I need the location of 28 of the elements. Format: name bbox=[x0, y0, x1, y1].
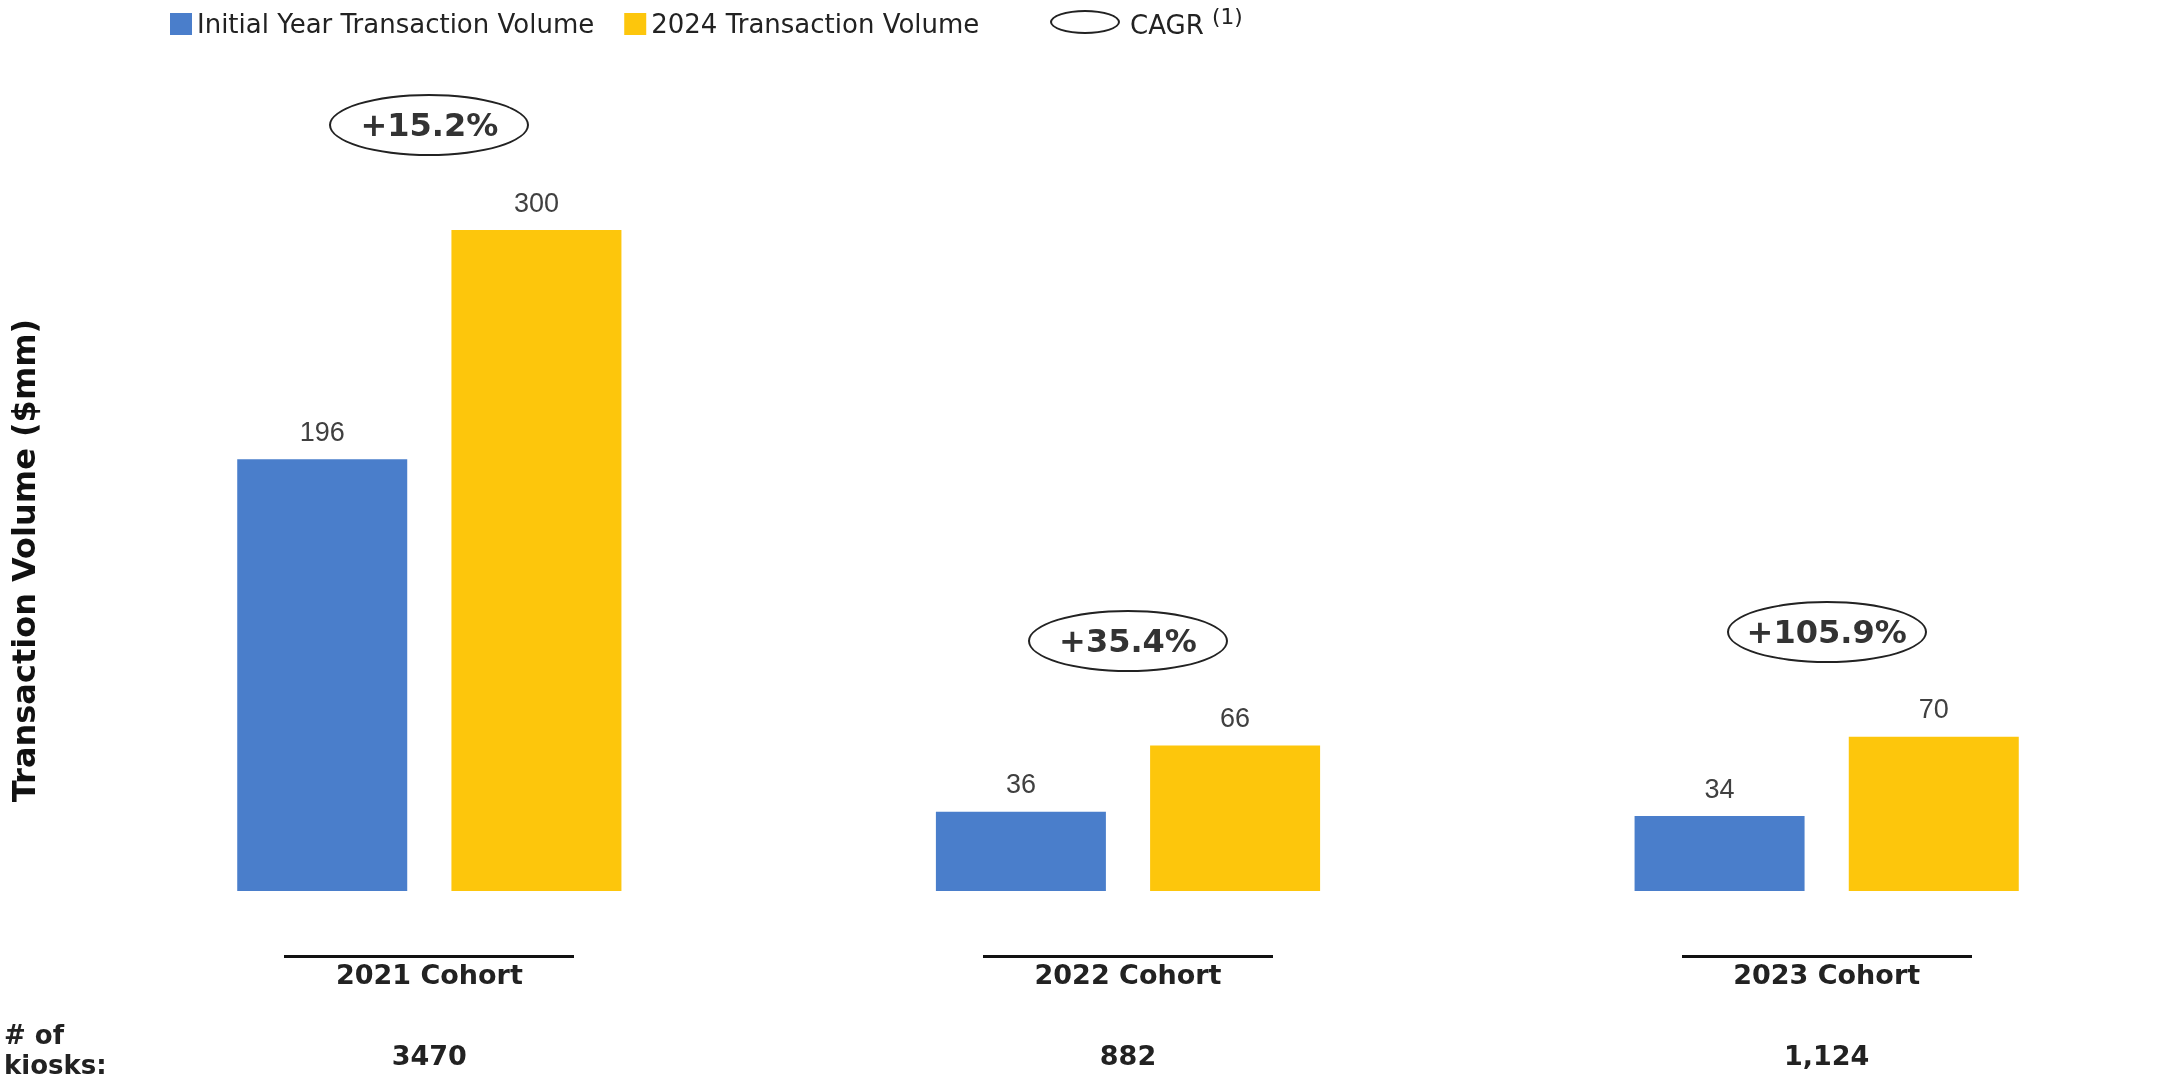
x-tick-label: 2022 Cohort bbox=[1034, 959, 1222, 990]
text: 1,124 bbox=[1783, 1040, 1870, 1071]
bar bbox=[451, 230, 622, 891]
data-label: 36 bbox=[1005, 769, 1036, 800]
bar bbox=[935, 811, 1106, 891]
bar bbox=[1150, 745, 1321, 891]
bar bbox=[1634, 816, 1805, 891]
annotation: +105.9% bbox=[1746, 612, 1907, 651]
x-tick-label: 2023 Cohort bbox=[1733, 959, 1921, 990]
text: 882 bbox=[1099, 1040, 1157, 1071]
data-label: 300 bbox=[513, 187, 559, 218]
bar bbox=[237, 459, 408, 891]
data-label: 70 bbox=[1918, 694, 1949, 725]
text: 3470 bbox=[391, 1040, 467, 1071]
bar bbox=[1848, 736, 2019, 891]
ellipse-outline: +35.4% bbox=[1028, 609, 1228, 672]
y-axis-title: Transaction Volume ($mm) bbox=[5, 318, 43, 803]
annotation: +35.4% bbox=[1059, 621, 1197, 660]
text: CAGR $^{(1)}$ bbox=[1130, 4, 1243, 40]
text: # of kiosks: bbox=[4, 1020, 107, 1080]
ellipse-outline: +105.9% bbox=[1726, 600, 1927, 663]
data-label: 196 bbox=[299, 416, 345, 447]
data-label: 66 bbox=[1220, 703, 1251, 734]
legend-label: 2024 Transaction Volume bbox=[651, 9, 980, 39]
ellipse-outline: +15.2% bbox=[329, 94, 530, 156]
data-label: 34 bbox=[1704, 773, 1735, 804]
legend-label: Initial Year Transaction Volume bbox=[197, 9, 595, 39]
x-tick-label: 2021 Cohort bbox=[335, 959, 523, 990]
